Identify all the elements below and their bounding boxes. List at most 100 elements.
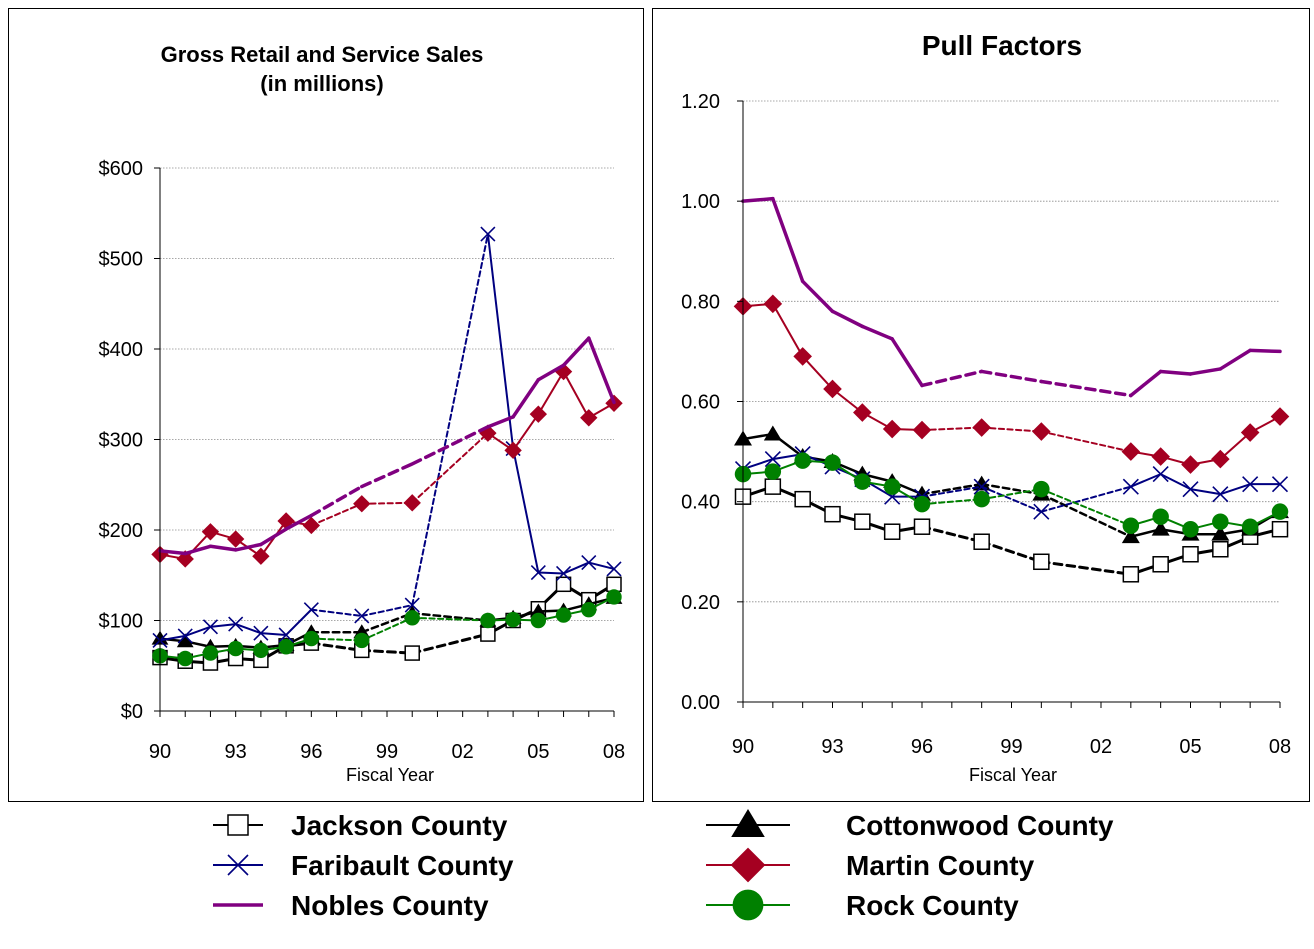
segment-nobles-county-13 [587,336,616,405]
y-tick-label-2: $200 [99,520,144,542]
segment-nobles-county-11 [1188,367,1223,376]
y-tick-label-6: $600 [99,158,144,180]
segment-nobles-county-6 [309,484,364,518]
x-tick-label-4: 02 [452,741,474,763]
segment-faribault-county-12 [562,561,590,575]
point-martin-county-2000 [403,494,421,512]
pull-factors-y-tick-labels: 0.00 0.20 0.40 0.60 0.80 1.00 1.20 [681,91,720,714]
point-rock-county-2005 [1182,520,1199,538]
point-faribault-county-1996 [303,602,319,618]
point-rock-county-1992 [202,645,219,661]
point-jackson-county-2003 [1122,566,1140,583]
gross-sales-x-axis-label: Fiscal Year [346,765,434,785]
segment-nobles-county-8 [410,425,490,466]
point-martin-county-1995 [277,512,295,530]
point-jackson-county-2000 [404,645,420,661]
point-jackson-county-2008 [1271,520,1289,538]
point-rock-county-1994 [253,642,269,659]
legend-symbol-jackson [213,814,263,836]
segment-martin-county-12 [562,370,590,419]
segment-martin-county-1 [771,302,804,358]
point-martin-county-1996 [912,420,932,440]
point-faribault-county-2006 [1212,486,1229,503]
x-tick-label-2: 96 [300,741,322,763]
segment-martin-county-12 [1219,431,1252,461]
point-jackson-county-2005 [1182,546,1199,563]
point-martin-county-1993 [823,379,842,399]
segment-rock-county-7 [360,616,414,642]
x-tick-label-4: 02 [1090,736,1112,758]
y-tick-label-3: $300 [99,430,144,452]
pull-factors-title: Pull Factors [922,30,1082,61]
gross-sales-title: Gross Retail and Service Sales [161,42,484,67]
point-faribault-county-2008 [1271,476,1289,493]
point-rock-county-1992 [794,452,811,469]
point-rock-county-1993 [824,454,841,471]
segment-jackson-county-6 [920,525,984,544]
segment-faribault-county-10 [512,447,540,574]
series-rock-county [152,589,622,667]
segment-faribault-county-12 [1219,483,1252,496]
gross-sales-subtitle: (in millions) [260,71,383,96]
point-faribault-county-2003 [1122,478,1139,495]
point-rock-county-2000 [404,610,420,626]
segment-nobles-county-7 [360,462,414,489]
segment-rock-county-6 [921,498,983,506]
segment-cottonwood-county-6 [920,482,983,496]
point-jackson-county-1996 [913,518,931,535]
legend-label-rock: Rock County [846,890,1019,921]
x-tick-label-1: 93 [225,741,247,763]
segment-martin-county-1 [184,530,212,560]
point-jackson-county-2006 [555,576,572,593]
gross-sales-axes [154,167,615,717]
pull-factors-series [733,196,1290,583]
segment-martin-county-8 [1040,430,1132,453]
legend-marker [731,809,765,837]
segment-martin-county-6 [310,502,363,527]
point-martin-county-1992 [201,523,220,541]
legend-label-nobles: Nobles County [291,890,489,921]
point-martin-county-2008 [1270,407,1290,426]
segment-faribault-county-0 [159,634,187,642]
segment-nobles-county-13 [1248,348,1282,354]
series-nobles-county [741,196,1282,398]
point-jackson-county-1991 [764,478,782,495]
legend-symbol-cottonwood [706,809,790,837]
gross-sales-gridlines [160,167,614,621]
point-rock-county-2000 [1033,480,1050,498]
point-cottonwood-county-2006 [1211,525,1230,541]
point-martin-county-2005 [529,405,548,423]
segment-nobles-county-12 [561,336,591,368]
y-tick-label-1: 0.20 [681,592,720,614]
point-faribault-county-2000 [404,597,420,613]
segment-nobles-county-10 [511,378,541,419]
legend-label-cottonwood: Cottonwood County [846,810,1114,841]
series-martin-county [151,362,623,568]
point-rock-county-2006 [1212,513,1229,530]
segment-cottonwood-county-7 [360,612,414,634]
point-martin-county-1994 [252,547,270,565]
x-tick-label-6: 08 [603,741,625,763]
point-faribault-county-2004 [1152,466,1169,483]
segment-cottonwood-county-8 [1040,492,1133,538]
segment-nobles-county-6 [920,369,984,388]
segment-nobles-county-9 [1129,369,1163,398]
y-tick-label-2: 0.40 [681,492,720,514]
x-tick-label-2: 96 [911,736,933,758]
segment-martin-county-2 [801,355,834,390]
point-faribault-county-2008 [606,561,622,577]
point-faribault-county-2000 [1033,503,1050,520]
segment-rock-county-8 [411,616,489,622]
point-faribault-county-1998 [973,478,990,495]
segment-martin-county-8 [411,432,489,504]
x-tick-label-3: 99 [376,741,398,763]
point-martin-county-2000 [1032,422,1051,441]
x-tick-label-0: 90 [732,736,754,758]
segment-jackson-county-8 [410,632,490,655]
segment-faribault-county-6 [310,608,363,617]
y-tick-label-6: 1.20 [681,91,720,113]
point-rock-county-1995 [278,639,294,655]
y-tick-label-1: $100 [99,611,144,633]
point-cottonwood-county-2005 [529,603,547,618]
